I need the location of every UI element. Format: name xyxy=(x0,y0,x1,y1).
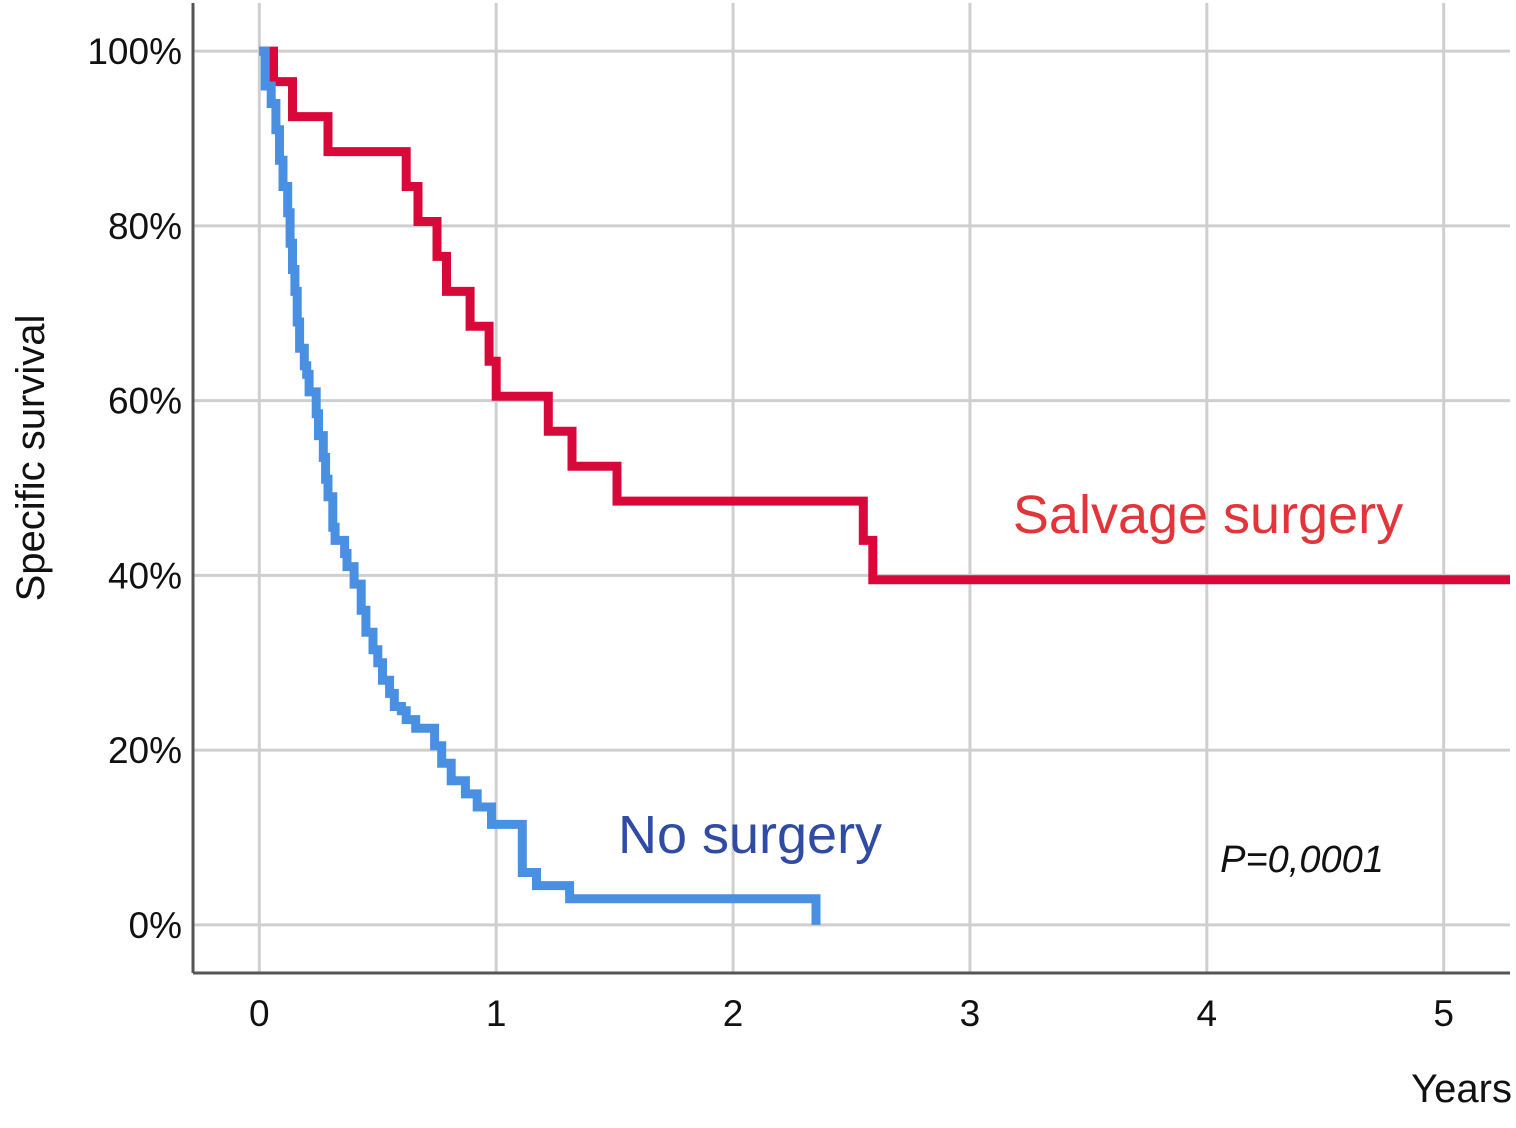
y-axis-title: Specific survival xyxy=(9,315,53,602)
p-value-annotation: P=0,0001 xyxy=(1220,839,1384,881)
y-tick-label: 80% xyxy=(108,206,182,247)
y-tick-label: 100% xyxy=(87,31,182,72)
axes: 0% 20% 40% 60% 80% 100% 0 1 2 3 4 5 xyxy=(87,3,1510,1034)
x-tick-label: 3 xyxy=(960,993,981,1034)
x-tick-label: 5 xyxy=(1433,993,1454,1034)
x-tick-label: 1 xyxy=(486,993,507,1034)
series-label-salvage-surgery: Salvage surgery xyxy=(1013,485,1403,545)
y-tick-label: 20% xyxy=(108,730,182,771)
series-label-no-surgery: No surgery xyxy=(618,805,882,865)
x-tick-label: 0 xyxy=(249,993,270,1034)
series-line-no-surgery xyxy=(259,46,821,925)
y-tick-label: 60% xyxy=(108,381,182,422)
y-tick-label: 0% xyxy=(129,905,182,946)
y-tick-label: 40% xyxy=(108,555,182,596)
x-tick-label: 4 xyxy=(1197,993,1218,1034)
chart-labels: Specific survival Years P=0,0001 Salvage… xyxy=(9,315,1512,1111)
x-axis-title: Years xyxy=(1411,1067,1512,1111)
survival-curves xyxy=(259,46,1510,925)
x-tick-label: 2 xyxy=(723,993,744,1034)
gridlines xyxy=(193,3,1510,973)
series-line-salvage-surgery xyxy=(259,46,1510,585)
